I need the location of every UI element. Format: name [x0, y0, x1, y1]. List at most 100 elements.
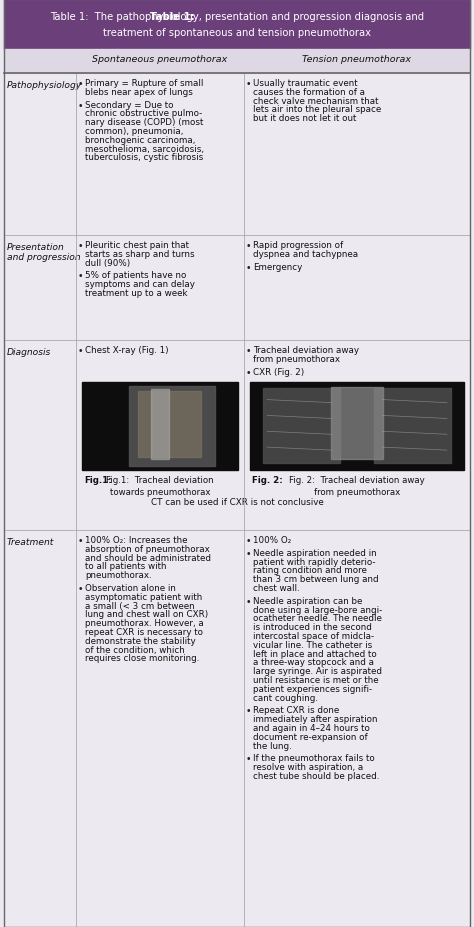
Bar — [250, 383, 464, 471]
Text: Treatment: Treatment — [7, 538, 55, 546]
Text: •: • — [246, 346, 252, 356]
Text: Chest X-ray (Fig. 1): Chest X-ray (Fig. 1) — [85, 346, 169, 355]
Text: •: • — [78, 536, 83, 545]
Text: pneumothorax.: pneumothorax. — [85, 571, 152, 579]
Text: and again in 4–24 hours to: and again in 4–24 hours to — [253, 723, 370, 732]
Text: to all patients with: to all patients with — [85, 562, 166, 571]
Text: Secondary = Due to: Secondary = Due to — [85, 100, 173, 109]
Text: Fig. 2:: Fig. 2: — [252, 476, 283, 485]
Text: •: • — [246, 536, 252, 545]
Text: Emergency: Emergency — [253, 262, 302, 272]
Text: Fig.1:: Fig.1: — [84, 476, 112, 485]
Text: •: • — [246, 367, 252, 377]
Text: is introduced in the second: is introduced in the second — [253, 623, 372, 631]
Text: symptoms and can delay: symptoms and can delay — [85, 280, 195, 289]
Text: absorption of pneumothorax: absorption of pneumothorax — [85, 544, 210, 553]
Text: Table 1:: Table 1: — [150, 12, 195, 22]
Bar — [4, 235, 470, 340]
Text: Fig. 2:  Tracheal deviation away
from pneumothorax: Fig. 2: Tracheal deviation away from pne… — [289, 476, 425, 496]
Text: dyspnea and tachypnea: dyspnea and tachypnea — [253, 249, 358, 259]
Text: •: • — [78, 271, 83, 281]
Text: Rapid progression of: Rapid progression of — [253, 241, 343, 249]
Bar — [129, 387, 215, 466]
Text: If the pneumothorax fails to: If the pneumothorax fails to — [253, 754, 375, 763]
Text: intercostal space of midcla-: intercostal space of midcla- — [253, 631, 374, 641]
Text: than 3 cm between lung and: than 3 cm between lung and — [253, 575, 379, 584]
Text: •: • — [78, 100, 83, 110]
Text: repeat CXR is necessary to: repeat CXR is necessary to — [85, 628, 203, 636]
Text: •: • — [246, 548, 252, 558]
Text: nary disease (COPD) (most: nary disease (COPD) (most — [85, 118, 203, 127]
Text: cant coughing.: cant coughing. — [253, 692, 318, 702]
Text: document re-expansion of: document re-expansion of — [253, 732, 368, 741]
Bar — [263, 388, 340, 464]
Text: Table 1:  The pathophysiology, presentation and progression diagnosis and: Table 1: The pathophysiology, presentati… — [50, 12, 424, 22]
Text: •: • — [246, 79, 252, 89]
Text: starts as sharp and turns: starts as sharp and turns — [85, 249, 195, 259]
Text: demonstrate the stability: demonstrate the stability — [85, 636, 196, 645]
Bar — [374, 388, 451, 464]
Text: Primary = Rupture of small: Primary = Rupture of small — [85, 79, 203, 88]
Text: left in place and attached to: left in place and attached to — [253, 649, 377, 658]
Text: immediately after aspiration: immediately after aspiration — [253, 715, 377, 723]
Text: CT can be used if CXR is not conclusive: CT can be used if CXR is not conclusive — [151, 498, 323, 506]
Text: Repeat CXR is done: Repeat CXR is done — [253, 705, 339, 715]
Text: vicular line. The catheter is: vicular line. The catheter is — [253, 641, 372, 649]
Text: and should be administrated: and should be administrated — [85, 553, 211, 562]
Text: •: • — [78, 241, 83, 250]
Text: 5% of patients have no: 5% of patients have no — [85, 271, 186, 280]
Text: mesothelioma, sarcoidosis,: mesothelioma, sarcoidosis, — [85, 145, 204, 154]
Text: Spontaneous pneumothorax: Spontaneous pneumothorax — [92, 55, 228, 64]
Text: chest tube should be placed.: chest tube should be placed. — [253, 771, 379, 781]
Text: resolve with aspiration, a: resolve with aspiration, a — [253, 762, 363, 771]
Text: lets air into the pleural space: lets air into the pleural space — [253, 106, 381, 114]
Text: Needle aspiration can be: Needle aspiration can be — [253, 596, 363, 605]
Text: a small (< 3 cm between: a small (< 3 cm between — [85, 601, 195, 610]
Text: until resistance is met or the: until resistance is met or the — [253, 675, 379, 684]
Text: Tracheal deviation away: Tracheal deviation away — [253, 346, 359, 355]
Text: patient experiences signifi-: patient experiences signifi- — [253, 684, 372, 693]
Bar — [4, 50, 470, 74]
Text: bronchogenic carcinoma,: bronchogenic carcinoma, — [85, 135, 195, 145]
Text: treatment of spontaneous and tension pneumothorax: treatment of spontaneous and tension pne… — [103, 28, 371, 38]
Text: the lung.: the lung. — [253, 741, 292, 750]
Text: 100% O₂: Increases the: 100% O₂: Increases the — [85, 536, 188, 544]
Text: Tension pneumothorax: Tension pneumothorax — [302, 55, 411, 64]
Text: blebs near apex of lungs: blebs near apex of lungs — [85, 88, 193, 96]
Text: asymptomatic patient with: asymptomatic patient with — [85, 592, 202, 601]
Text: chronic obstructive pulmo-: chronic obstructive pulmo- — [85, 109, 202, 119]
Text: causes the formation of a: causes the formation of a — [253, 88, 365, 96]
Text: •: • — [246, 754, 252, 764]
Text: a three-way stopcock and a: a three-way stopcock and a — [253, 657, 374, 667]
Bar — [331, 387, 383, 460]
Bar — [151, 389, 169, 460]
Text: Pleuritic chest pain that: Pleuritic chest pain that — [85, 241, 189, 249]
Bar — [138, 391, 201, 457]
Text: Needle aspiration needed in: Needle aspiration needed in — [253, 548, 377, 557]
Text: common), pneumonia,: common), pneumonia, — [85, 127, 183, 136]
Text: requires close monitoring.: requires close monitoring. — [85, 654, 200, 663]
Text: pneumothorax. However, a: pneumothorax. However, a — [85, 618, 204, 628]
Bar — [4, 530, 470, 927]
Text: •: • — [246, 262, 252, 273]
Text: tuberculosis, cystic fibrosis: tuberculosis, cystic fibrosis — [85, 153, 203, 162]
Text: of the condition, which: of the condition, which — [85, 645, 185, 654]
Text: •: • — [78, 79, 83, 89]
Text: done using a large-bore angi-: done using a large-bore angi- — [253, 605, 382, 614]
Text: Presentation
and progression: Presentation and progression — [7, 243, 81, 262]
Text: rating condition and more: rating condition and more — [253, 565, 367, 575]
Text: Pathophysiology: Pathophysiology — [7, 81, 82, 90]
Text: •: • — [246, 596, 252, 606]
Bar — [4, 74, 470, 235]
Text: treatment up to a week: treatment up to a week — [85, 288, 188, 298]
Text: lung and chest wall on CXR): lung and chest wall on CXR) — [85, 610, 208, 618]
Text: Diagnosis: Diagnosis — [7, 348, 51, 357]
Bar — [82, 383, 238, 471]
Text: Fig.1:  Tracheal deviation
towards pneumothorax: Fig.1: Tracheal deviation towards pneumo… — [106, 476, 214, 496]
Text: dull (90%): dull (90%) — [85, 259, 130, 267]
Bar — [4, 340, 470, 530]
Text: CXR (Fig. 2): CXR (Fig. 2) — [253, 367, 304, 376]
Text: chest wall.: chest wall. — [253, 583, 300, 592]
Text: 100% O₂: 100% O₂ — [253, 536, 291, 544]
Text: patient with rapidly deterio-: patient with rapidly deterio- — [253, 557, 375, 566]
